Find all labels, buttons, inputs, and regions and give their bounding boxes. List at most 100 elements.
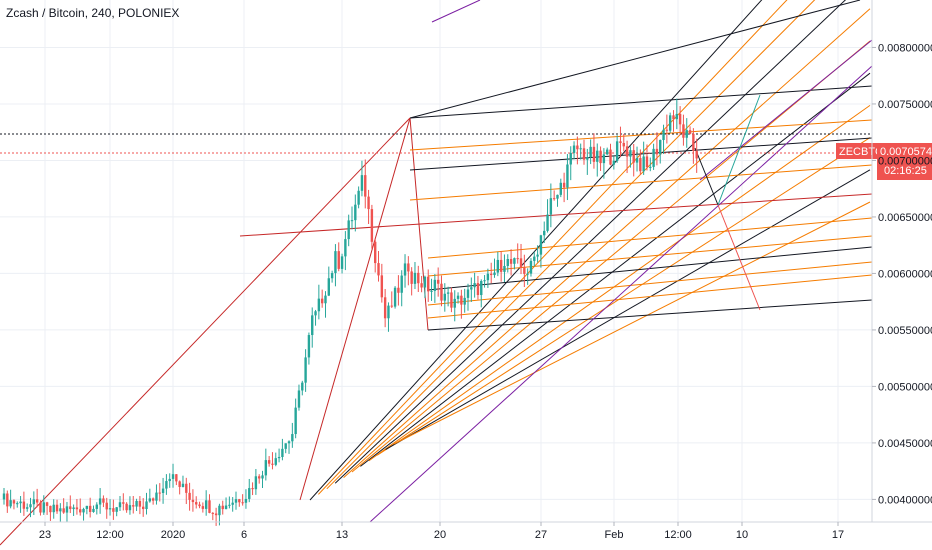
candle [499, 251, 503, 282]
candle [72, 504, 75, 516]
candle [69, 495, 72, 514]
candle [576, 136, 579, 165]
candle [284, 443, 287, 454]
candle [400, 270, 403, 307]
candle [65, 501, 69, 523]
candle [241, 494, 244, 506]
candle [546, 199, 549, 233]
purple-channel-line [699, 39, 873, 181]
candle [456, 292, 460, 304]
candle [277, 448, 281, 463]
channel-diagonal-line [326, 0, 816, 490]
channel-diagonal-line [376, 137, 871, 456]
candle [45, 501, 49, 515]
candle [380, 263, 384, 303]
candle [211, 512, 214, 521]
channel-horizontal-line [427, 217, 873, 259]
candle [393, 286, 397, 309]
candle [685, 118, 688, 148]
channel-horizontal-line [427, 299, 873, 331]
candle [665, 114, 669, 144]
candle [254, 468, 258, 495]
candle [287, 440, 291, 454]
candle [234, 491, 238, 510]
candle [49, 505, 52, 521]
candle [463, 288, 466, 313]
channel-horizontal-line [409, 85, 873, 119]
price-tick-label: 0.00700000 [878, 155, 932, 167]
candle [224, 497, 228, 510]
candle [118, 495, 122, 512]
candle [662, 124, 665, 155]
candle [526, 268, 529, 285]
candle [171, 463, 175, 488]
candle [301, 380, 304, 396]
candle [55, 499, 59, 514]
candle [347, 214, 350, 247]
candle [195, 496, 198, 509]
channel-horizontal-line [427, 246, 873, 291]
candle [436, 267, 440, 297]
candle [204, 490, 208, 516]
candle [102, 495, 105, 508]
candle [668, 112, 672, 133]
candle [552, 190, 556, 201]
candle [390, 291, 393, 309]
candle [92, 505, 95, 513]
candle [397, 275, 400, 306]
candle [629, 146, 632, 168]
candle [543, 221, 546, 244]
candle [642, 141, 645, 175]
candle [513, 257, 516, 270]
channel-diagonal-line [309, 0, 763, 501]
date-tick-label: 23 [39, 529, 51, 541]
candle [589, 139, 592, 165]
candle [317, 284, 321, 320]
price-tick-label: 0.00550000 [878, 325, 932, 337]
candle [649, 157, 652, 172]
candle [75, 499, 79, 515]
projection-arrow [694, 147, 719, 206]
candle [19, 496, 22, 513]
candle [480, 279, 483, 308]
candle [582, 139, 586, 165]
candle [12, 499, 16, 510]
fan-line [409, 0, 861, 119]
candle [327, 266, 330, 297]
price-tick-label: 0.00750000 [878, 99, 932, 111]
candle [516, 243, 519, 264]
candle [115, 507, 118, 517]
candle [98, 488, 102, 514]
candle [238, 498, 241, 507]
candle [602, 148, 606, 179]
candle [264, 448, 268, 481]
projection-arrow-up [717, 94, 761, 206]
candle [549, 183, 553, 228]
candle [9, 489, 12, 509]
channel-diagonal-line [360, 72, 871, 467]
candle [221, 500, 224, 515]
candle [168, 473, 171, 488]
price-tick-label: 0.00400000 [878, 494, 932, 506]
candle [688, 126, 692, 135]
candle [185, 477, 188, 505]
candle [619, 126, 622, 157]
candle [161, 477, 165, 504]
candle [622, 134, 625, 152]
channel-horizontal-line [409, 164, 873, 201]
candle [559, 178, 562, 198]
candle [635, 146, 639, 172]
channel-diagonal-line [351, 40, 871, 473]
candle [383, 288, 387, 328]
date-tick-label: 10 [736, 529, 748, 541]
candle [374, 238, 377, 273]
candle [6, 490, 9, 513]
candle [79, 498, 82, 516]
price-axis: 0.00400000 0.00450000 0.00500000 0.00550000… [872, 42, 932, 506]
price-tick-label: 0.00500000 [878, 381, 932, 393]
candle [244, 489, 248, 509]
projection-arrow-down [717, 204, 761, 311]
date-tick-label: Feb [605, 529, 624, 541]
